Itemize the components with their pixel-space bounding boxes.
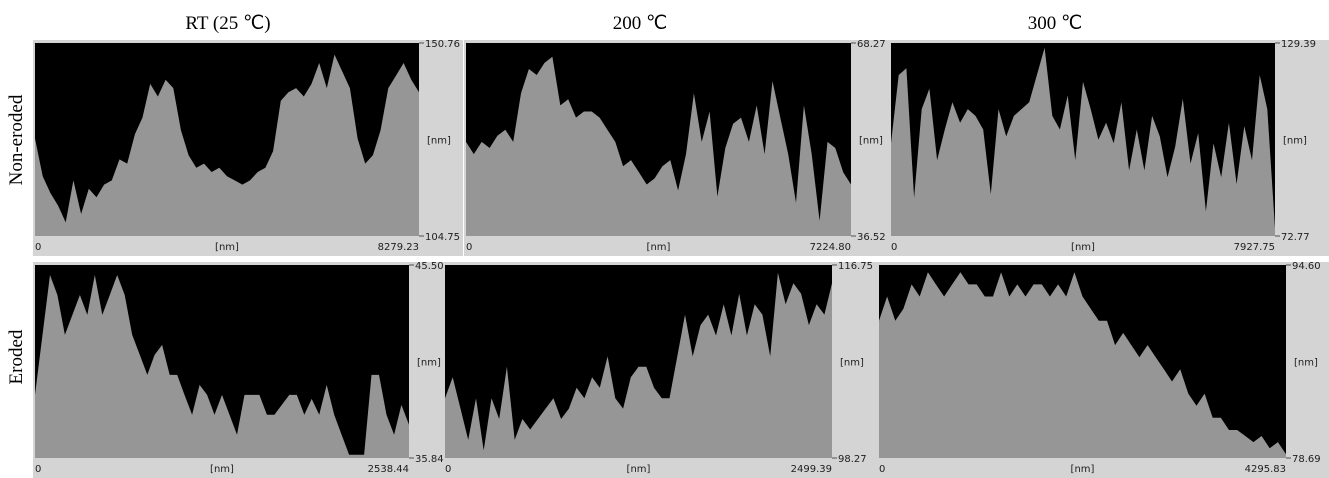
height-profile-area	[879, 272, 1286, 458]
x-max-label: 8279.23	[378, 242, 419, 253]
y-min-label: 98.27	[838, 454, 867, 465]
height-profile-area	[445, 272, 832, 458]
x-max-label: 7224.80	[810, 242, 851, 253]
profile-panel-non-eroded-300: 129.39 72.77 [nm] 0 [nm] 7927.75	[889, 40, 1329, 256]
row-label-non-eroded: Non-eroded	[6, 94, 27, 186]
x-axis-unit: [nm]	[647, 242, 671, 253]
profile-panel-non-eroded-rt: 150.76 104.75 [nm] 0 [nm] 8279.23	[33, 40, 463, 256]
y-min-label: 35.84	[415, 454, 443, 465]
height-profile-area	[891, 47, 1275, 237]
y-min-label: 72.77	[1281, 232, 1310, 243]
height-profile-area	[466, 56, 851, 236]
column-title-300: 300 ℃	[1027, 13, 1083, 34]
x-max-label: 7927.75	[1234, 242, 1275, 253]
profile-chart-eroded-200: 116.75 98.27 [nm] 0 [nm] 2499.39	[445, 262, 873, 475]
x-min-label: 0	[445, 464, 451, 475]
y-max-label: 94.60	[1292, 262, 1321, 272]
y-max-label: 129.39	[1281, 40, 1316, 50]
x-max-label: 4295.83	[1245, 464, 1286, 475]
x-axis-unit: [nm]	[1071, 242, 1095, 253]
y-axis-unit: [nm]	[1283, 136, 1307, 147]
y-max-label: 116.75	[838, 262, 873, 272]
y-axis-unit: [nm]	[840, 358, 864, 369]
y-max-label: 150.76	[425, 40, 460, 50]
profile-panel-eroded-300: 94.60 78.69 [nm] 0 [nm] 4295.83	[877, 262, 1329, 478]
y-axis-unit: [nm]	[859, 136, 883, 147]
x-axis-unit: [nm]	[627, 464, 651, 475]
y-min-label: 78.69	[1292, 454, 1321, 465]
x-axis-unit: [nm]	[210, 464, 234, 475]
x-max-label: 2499.39	[791, 464, 832, 475]
x-axis-unit: [nm]	[215, 242, 239, 253]
column-title-rt: RT (25 ℃)	[185, 13, 271, 34]
profile-panel-eroded-rt: 45.50 35.84 [nm] 0 [nm] 2538.44	[33, 262, 443, 478]
x-max-label: 2538.44	[368, 464, 409, 475]
x-min-label: 0	[35, 242, 41, 253]
profile-chart-eroded-rt: 45.50 35.84 [nm] 0 [nm] 2538.44	[35, 262, 443, 475]
profile-chart-eroded-300: 94.60 78.69 [nm] 0 [nm] 4295.83	[879, 262, 1321, 475]
y-axis-unit: [nm]	[427, 136, 451, 147]
x-axis-unit: [nm]	[1071, 464, 1095, 475]
row-label-eroded: Eroded	[6, 329, 27, 385]
y-max-label: 45.50	[415, 262, 443, 272]
profile-chart-non-eroded-300: 129.39 72.77 [nm] 0 [nm] 7927.75	[891, 40, 1316, 253]
y-max-label: 68.27	[857, 40, 886, 50]
profile-chart-non-eroded-rt: 150.76 104.75 [nm] 0 [nm] 8279.23	[35, 40, 460, 253]
y-min-label: 36.52	[857, 232, 886, 243]
y-axis-unit: [nm]	[1294, 358, 1318, 369]
x-min-label: 0	[466, 242, 472, 253]
y-min-label: 104.75	[425, 232, 460, 243]
x-min-label: 0	[35, 464, 41, 475]
y-axis-unit: [nm]	[417, 358, 441, 369]
column-title-200: 200 ℃	[612, 13, 668, 34]
profile-panel-non-eroded-200: 68.27 36.52 [nm] 0 [nm] 7224.80	[464, 40, 889, 256]
height-profile-area	[35, 275, 409, 458]
height-profile-area	[35, 54, 419, 236]
x-min-label: 0	[891, 242, 897, 253]
profile-panel-eroded-200: 116.75 98.27 [nm] 0 [nm] 2499.39	[443, 262, 877, 478]
x-min-label: 0	[879, 464, 885, 475]
profile-chart-non-eroded-200: 68.27 36.52 [nm] 0 [nm] 7224.80	[466, 40, 886, 253]
